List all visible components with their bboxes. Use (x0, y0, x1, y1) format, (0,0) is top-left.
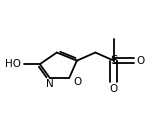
Text: S: S (111, 54, 118, 67)
Text: N: N (46, 79, 54, 89)
Text: O: O (73, 77, 82, 87)
Text: O: O (136, 56, 144, 66)
Text: O: O (110, 84, 118, 94)
Text: HO: HO (5, 59, 21, 69)
